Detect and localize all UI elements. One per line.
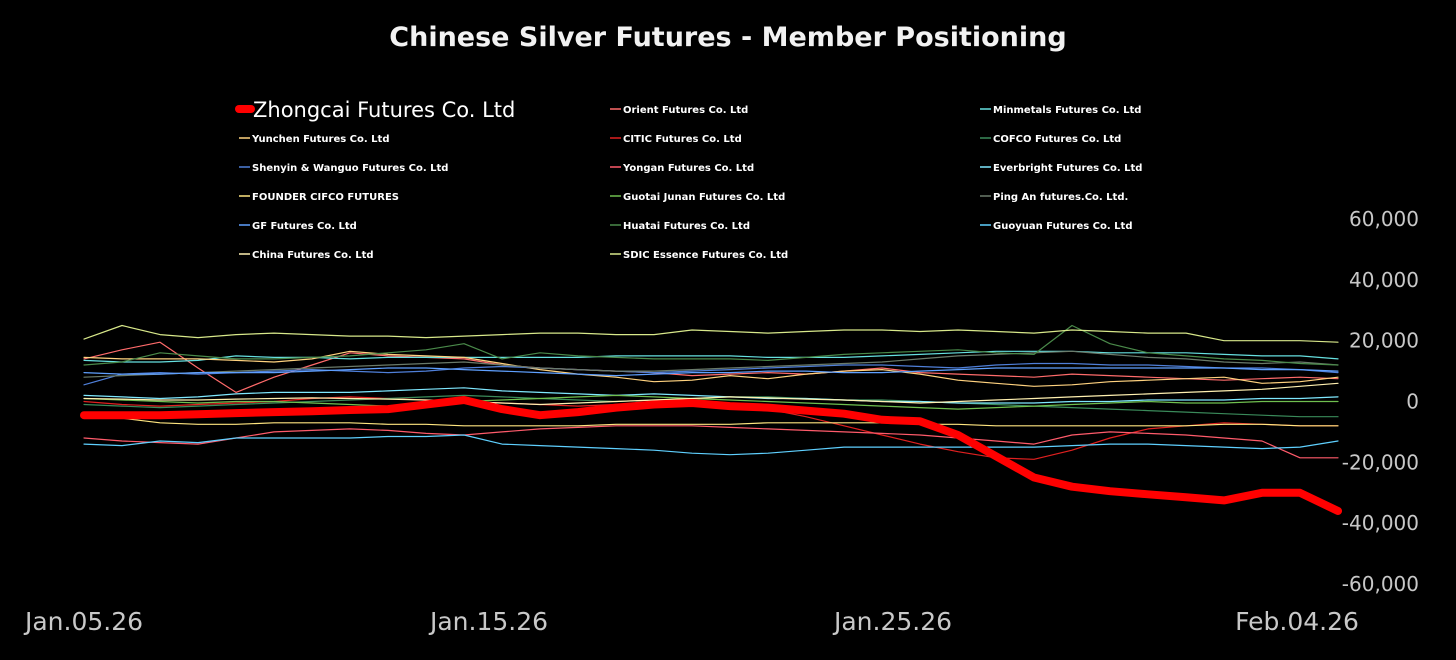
legend-label: Zhongcai Futures Co. Ltd — [253, 98, 515, 122]
series-line-guoyuan-futures-co-ltd — [83, 434, 1339, 456]
series-lines — [80, 324, 1342, 515]
legend-item: Zhongcai Futures Co. Ltd — [235, 98, 515, 122]
y-tick-label: 40,000 — [1349, 268, 1419, 292]
legend-item: CITIC Futures Co. Ltd — [610, 134, 742, 145]
legend-item: Ping An futures.Co. Ltd. — [980, 192, 1128, 203]
legend-item: FOUNDER CIFCO FUTURES — [239, 192, 399, 203]
y-tick-label: 60,000 — [1349, 207, 1419, 231]
legend-label: COFCO Futures Co. Ltd — [993, 134, 1121, 145]
series-line-zhongcai-futures-co-ltd — [80, 396, 1342, 515]
x-axis: Jan.05.26 Jan.15.26 Jan.25.26 Feb.04.26 — [23, 607, 1359, 636]
legend-label: Yunchen Futures Co. Ltd — [251, 134, 389, 145]
legend-label: Guoyuan Futures Co. Ltd — [993, 221, 1132, 232]
legend-label: Huatai Futures Co. Ltd — [623, 221, 750, 232]
legend-label: Orient Futures Co. Ltd — [623, 105, 748, 116]
legend-label: Everbright Futures Co. Ltd — [993, 163, 1142, 174]
legend-item: Guoyuan Futures Co. Ltd — [980, 221, 1132, 232]
legend-item: Huatai Futures Co. Ltd — [610, 221, 750, 232]
legend-item: Orient Futures Co. Ltd — [610, 105, 748, 116]
y-tick-label: -20,000 — [1342, 450, 1419, 474]
legend: Zhongcai Futures Co. Ltd Yunchen Futures … — [235, 98, 1142, 261]
legend-label: Guotai Junan Futures Co. Ltd — [623, 192, 785, 203]
legend-item: Everbright Futures Co. Ltd — [980, 163, 1142, 174]
series-line-gf-futures-co-ltd — [83, 367, 1339, 377]
series-line-shenyin-wanguo-futures-co-ltd — [83, 362, 1339, 386]
legend-label: Ping An futures.Co. Ltd. — [993, 192, 1128, 203]
series-line-everbright-futures-co-ltd — [83, 387, 1339, 404]
x-tick-label: Feb.04.26 — [1235, 607, 1359, 636]
legend-label: Minmetals Futures Co. Ltd — [993, 105, 1141, 116]
x-tick-label: Jan.05.26 — [23, 607, 143, 636]
series-line-huatai-futures-co-ltd — [83, 324, 1339, 366]
legend-item: Yongan Futures Co. Ltd — [610, 163, 754, 174]
y-tick-label: -60,000 — [1342, 572, 1419, 596]
legend-item: COFCO Futures Co. Ltd — [980, 134, 1121, 145]
legend-label: GF Futures Co. Ltd — [252, 221, 357, 232]
series-line-orient-futures-co-ltd — [83, 341, 1339, 393]
x-tick-label: Jan.15.26 — [428, 607, 548, 636]
series-line-china-futures-co-ltd — [83, 382, 1339, 406]
chart-title: Chinese Silver Futures - Member Position… — [389, 22, 1067, 53]
y-tick-label: -40,000 — [1342, 511, 1419, 535]
y-tick-label: 20,000 — [1349, 329, 1419, 353]
series-line-guotai-junan-futures-co-ltd — [83, 394, 1339, 410]
x-tick-label: Jan.25.26 — [832, 607, 952, 636]
legend-label: CITIC Futures Co. Ltd — [623, 134, 742, 145]
legend-item: Guotai Junan Futures Co. Ltd — [610, 192, 785, 203]
legend-label: SDIC Essence Futures Co. Ltd — [623, 250, 788, 261]
y-axis: 60,000 40,000 20,000 0 -20,000 -40,000 -60,000 — [1342, 207, 1419, 596]
series-line-yongan-futures-co-ltd — [83, 425, 1339, 459]
series-line-founder-cifco-futures — [83, 416, 1339, 427]
series-line-yunchen-futures-co-ltd — [83, 350, 1339, 387]
series-line-sdic-essence-futures-co-ltd — [83, 324, 1339, 343]
legend-item: SDIC Essence Futures Co. Ltd — [610, 250, 788, 261]
legend-item: China Futures Co. Ltd — [239, 250, 374, 261]
legend-item: Minmetals Futures Co. Ltd — [980, 105, 1141, 116]
legend-item: GF Futures Co. Ltd — [239, 221, 357, 232]
series-line-ping-an-futures-co-ltd — [83, 350, 1339, 378]
legend-label: Yongan Futures Co. Ltd — [622, 163, 754, 174]
y-tick-label: 0 — [1406, 390, 1419, 414]
legend-label: FOUNDER CIFCO FUTURES — [252, 192, 399, 203]
legend-label: Shenyin & Wanguo Futures Co. Ltd — [252, 163, 448, 174]
legend-item: Shenyin & Wanguo Futures Co. Ltd — [239, 163, 448, 174]
series-line-minmetals-futures-co-ltd — [83, 350, 1339, 363]
legend-item: Yunchen Futures Co. Ltd — [239, 134, 389, 145]
legend-label: China Futures Co. Ltd — [252, 250, 374, 261]
